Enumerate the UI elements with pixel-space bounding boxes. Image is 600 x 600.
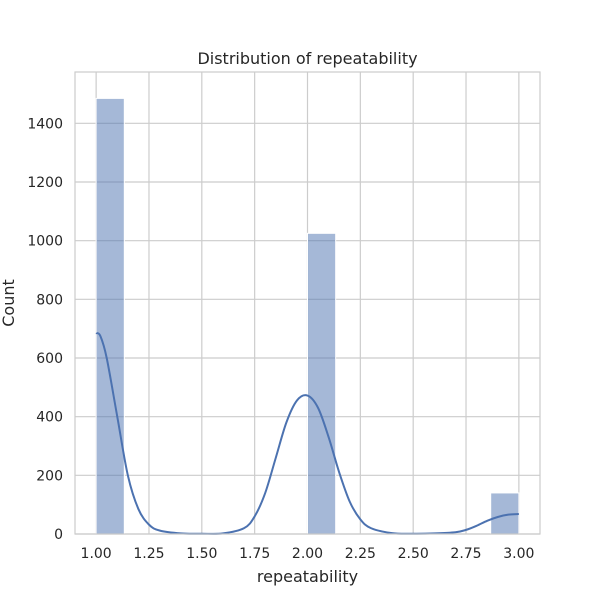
x-tick-label: 1.50 <box>186 546 217 562</box>
y-tick-label: 1200 <box>27 175 63 191</box>
x-tick-label: 1.25 <box>133 546 164 562</box>
x-tick-label: 3.00 <box>503 546 534 562</box>
kde-line <box>95 332 519 535</box>
histogram-bars <box>95 97 520 535</box>
y-tick-label: 1000 <box>27 234 63 250</box>
y-tick-label: 600 <box>36 351 63 367</box>
histogram-bar <box>307 232 337 535</box>
plot-area-frame <box>74 71 541 535</box>
y-tick-label: 1400 <box>27 116 63 132</box>
x-tick-label: 1.75 <box>239 546 270 562</box>
y-tick-label: 800 <box>36 292 63 308</box>
y-tick-label: 200 <box>36 468 63 484</box>
x-axis-label: repeatability <box>257 567 358 586</box>
x-tick-label: 2.00 <box>292 546 323 562</box>
kde-curve <box>95 332 519 535</box>
y-axis-ticks: 0 200 400 600 800 1000 1200 1400 <box>27 116 63 543</box>
x-tick-label: 2.25 <box>345 546 376 562</box>
y-tick-label: 0 <box>54 527 63 543</box>
chart-title: Distribution of repeatability <box>197 49 417 68</box>
x-tick-label: 2.50 <box>398 546 429 562</box>
x-tick-label: 1.00 <box>81 546 112 562</box>
x-axis-ticks: 1.00 1.25 1.50 1.75 2.00 2.25 2.50 2.75 3.00 <box>81 546 535 562</box>
x-tick-label: 2.75 <box>450 546 481 562</box>
y-axis-label: Count <box>0 279 18 327</box>
histogram-bar <box>95 97 125 535</box>
y-tick-label: 400 <box>36 410 63 426</box>
